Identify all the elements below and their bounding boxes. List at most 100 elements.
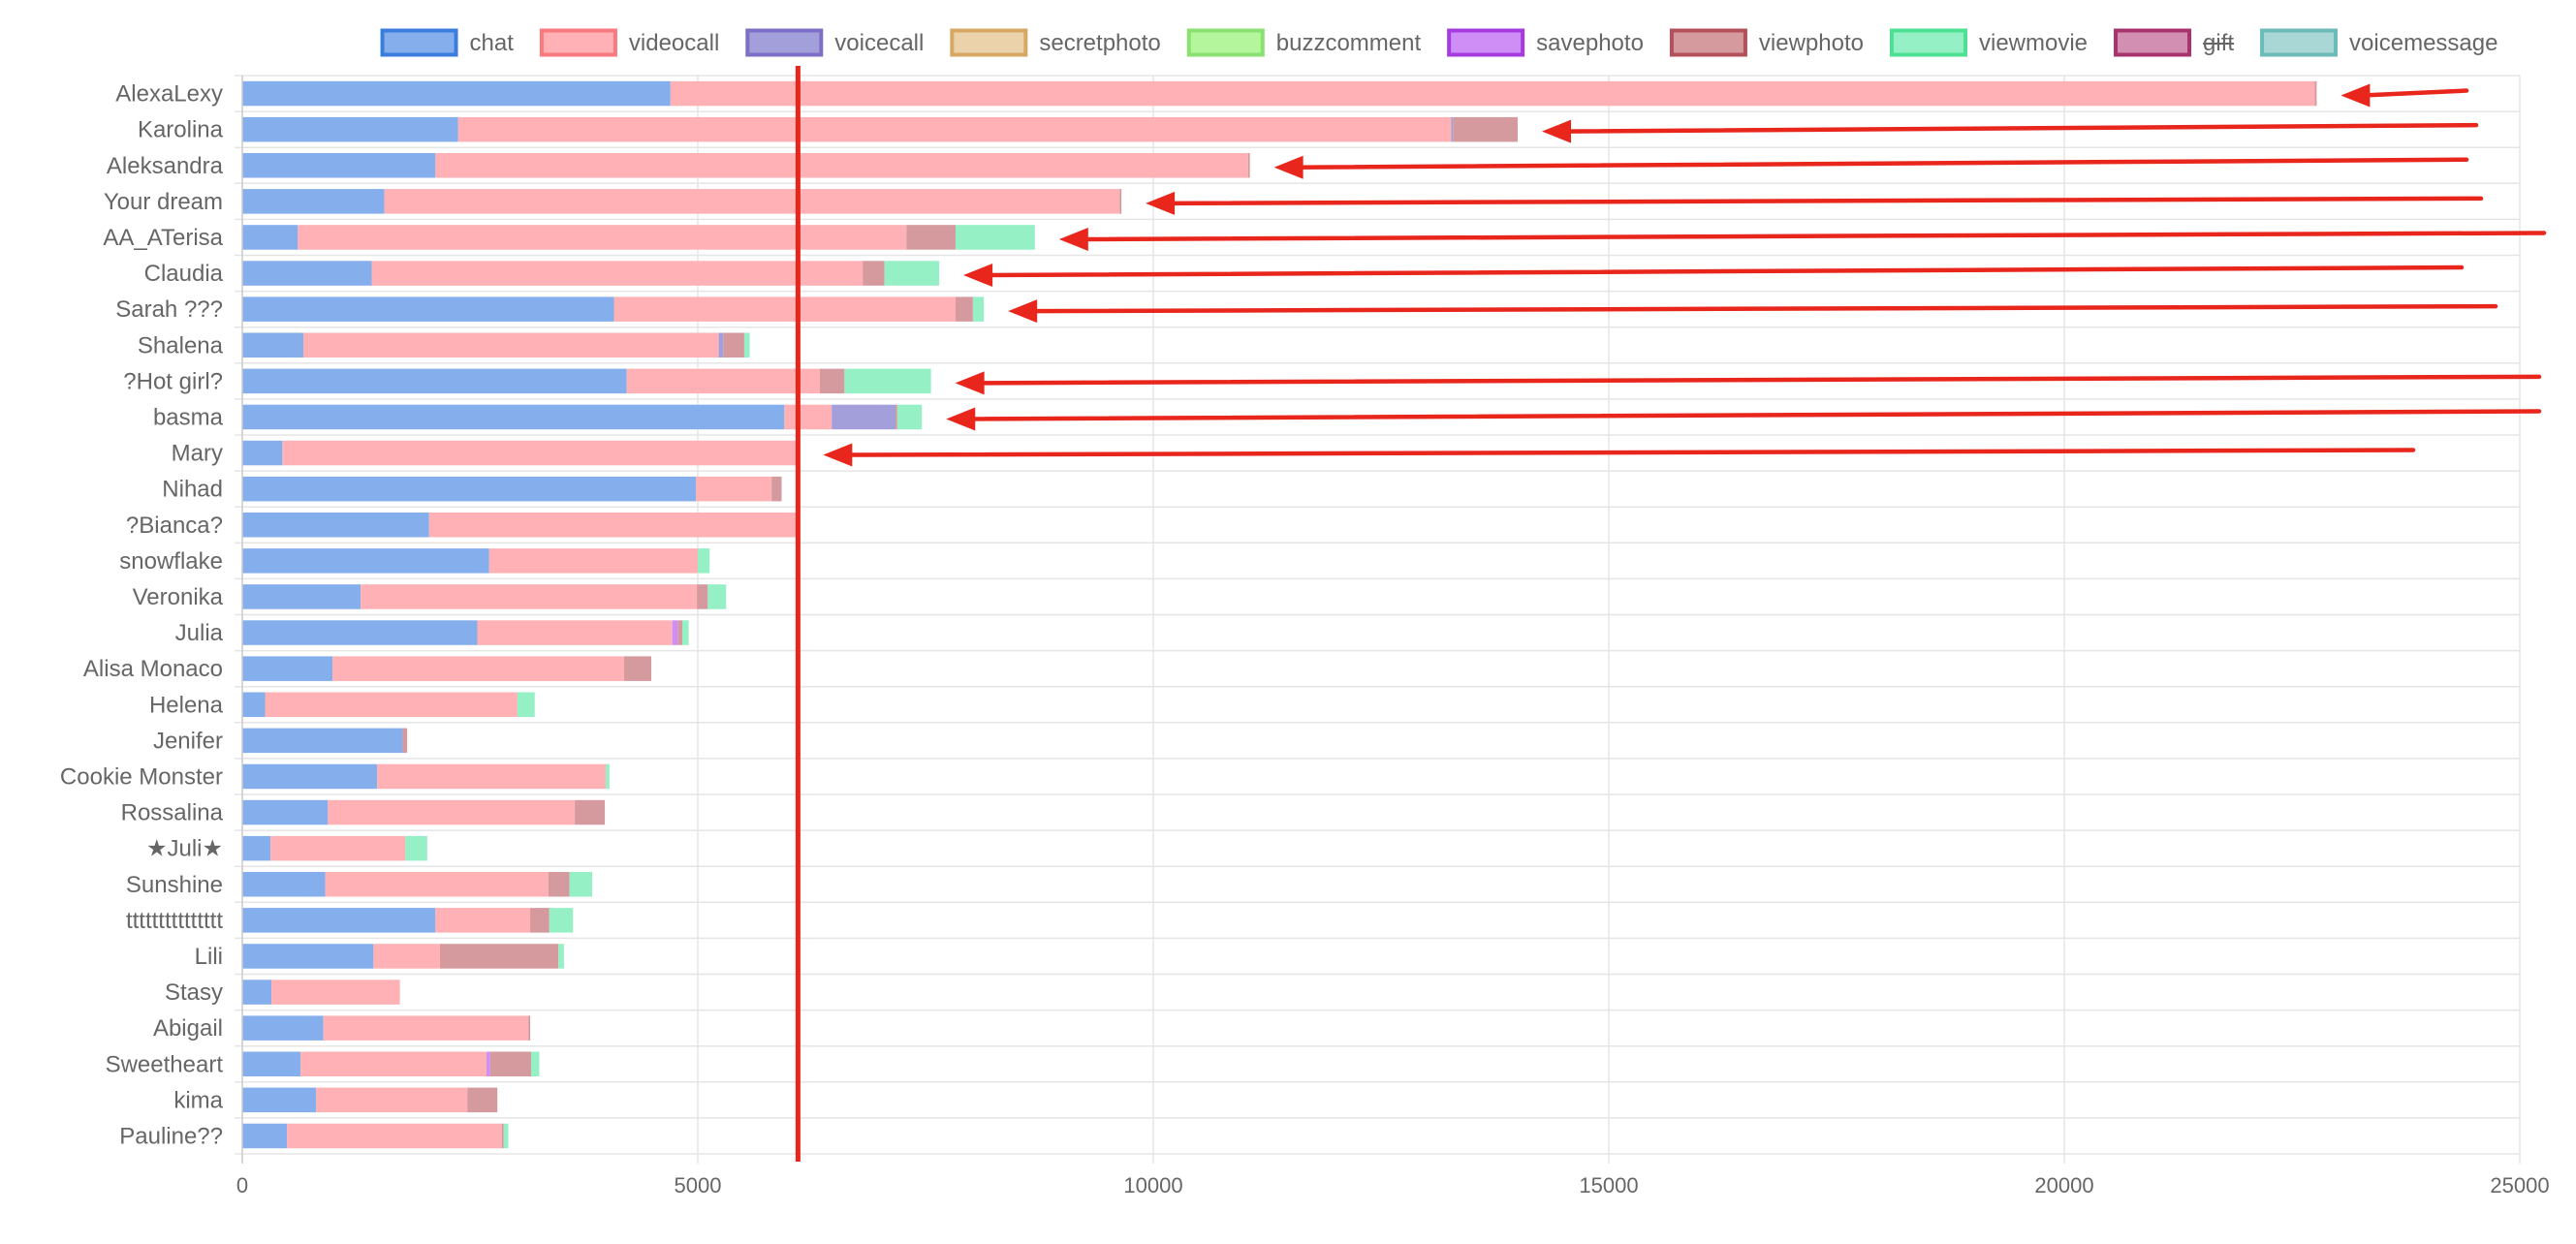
bar-segment-videocall[interactable] bbox=[323, 1015, 529, 1041]
bar-segment-voicecall[interactable] bbox=[1451, 116, 1454, 142]
legend-item-voicecall[interactable]: voicecall bbox=[745, 28, 924, 57]
bar-segment-videocall[interactable] bbox=[435, 153, 1248, 178]
bar-segment-videocall[interactable] bbox=[302, 332, 719, 358]
bar-segment-viewphoto[interactable] bbox=[575, 799, 606, 825]
bar-segment-videocall[interactable] bbox=[373, 944, 440, 969]
bar-segment-videocall[interactable] bbox=[488, 548, 698, 574]
bar-segment-videocall[interactable] bbox=[457, 116, 1452, 142]
bar-segment-videocall[interactable] bbox=[435, 908, 531, 933]
bar-segment-viewmovie[interactable] bbox=[558, 944, 564, 969]
legend-item-voicemessage[interactable]: voicemessage bbox=[2260, 28, 2497, 57]
bar-segment-viewphoto[interactable] bbox=[956, 296, 973, 322]
legend-item-gift[interactable]: gift bbox=[2114, 28, 2234, 57]
bar-segment-chat[interactable] bbox=[242, 513, 429, 538]
bar-segment-viewphoto[interactable] bbox=[895, 404, 897, 430]
legend-item-secretphoto[interactable]: secretphoto bbox=[950, 28, 1161, 57]
bar-segment-chat[interactable] bbox=[242, 332, 303, 358]
bar-segment-viewmovie[interactable] bbox=[972, 296, 985, 322]
bar-segment-chat[interactable] bbox=[242, 620, 478, 645]
bar-segment-viewmovie[interactable] bbox=[896, 404, 923, 430]
bar-segment-chat[interactable] bbox=[242, 548, 489, 574]
bar-segment-chat[interactable] bbox=[242, 799, 329, 825]
bar-segment-viewphoto[interactable] bbox=[2314, 80, 2317, 107]
bar-segment-chat[interactable] bbox=[242, 368, 627, 394]
bar-segment-viewmovie[interactable] bbox=[530, 1051, 540, 1077]
bar-segment-chat[interactable] bbox=[242, 116, 458, 142]
bar-segment-viewphoto[interactable] bbox=[677, 620, 683, 645]
bar-segment-viewphoto[interactable] bbox=[863, 261, 885, 286]
bar-segment-videocall[interactable] bbox=[271, 980, 400, 1005]
bar-segment-viewmovie[interactable] bbox=[844, 368, 931, 394]
bar-segment-voicecall[interactable] bbox=[718, 332, 724, 358]
bar-segment-chat[interactable] bbox=[242, 1087, 317, 1113]
bar-segment-chat[interactable] bbox=[242, 225, 298, 250]
bar-segment-videocall[interactable] bbox=[270, 835, 406, 861]
bar-segment-chat[interactable] bbox=[242, 1015, 324, 1041]
bar-segment-viewphoto[interactable] bbox=[402, 728, 408, 754]
bar-segment-viewmovie[interactable] bbox=[503, 1123, 509, 1149]
bar-segment-chat[interactable] bbox=[242, 1123, 288, 1149]
bar-segment-viewmovie[interactable] bbox=[698, 548, 710, 574]
bar-segment-videocall[interactable] bbox=[626, 368, 820, 394]
bar-segment-chat[interactable] bbox=[242, 189, 385, 214]
bar-segment-videocall[interactable] bbox=[428, 513, 797, 538]
legend-item-viewphoto[interactable]: viewphoto bbox=[1669, 28, 1864, 57]
bar-segment-videocall[interactable] bbox=[287, 1123, 502, 1149]
bar-segment-chat[interactable] bbox=[242, 80, 671, 107]
bar-segment-viewmovie[interactable] bbox=[682, 620, 689, 645]
bar-segment-chat[interactable] bbox=[242, 763, 378, 790]
legend-item-buzzcomment[interactable]: buzzcomment bbox=[1186, 28, 1422, 57]
bar-segment-videocall[interactable] bbox=[300, 1051, 487, 1077]
bar-segment-viewphoto[interactable] bbox=[819, 368, 845, 394]
bar-segment-voicecall[interactable] bbox=[832, 404, 895, 430]
bar-segment-chat[interactable] bbox=[242, 692, 266, 718]
bar-segment-chat[interactable] bbox=[242, 1051, 301, 1077]
bar-segment-videocall[interactable] bbox=[696, 476, 772, 502]
bar-segment-chat[interactable] bbox=[242, 728, 403, 754]
bar-segment-videocall[interactable] bbox=[298, 225, 907, 250]
bar-segment-chat[interactable] bbox=[242, 656, 333, 681]
bar-segment-chat[interactable] bbox=[242, 296, 614, 322]
bar-segment-chat[interactable] bbox=[242, 261, 372, 286]
bar-segment-chat[interactable] bbox=[242, 835, 271, 861]
bar-segment-savephoto[interactable] bbox=[486, 1051, 490, 1077]
bar-segment-viewphoto[interactable] bbox=[723, 332, 744, 358]
bar-segment-viewphoto[interactable] bbox=[1247, 153, 1250, 178]
bar-segment-videocall[interactable] bbox=[477, 620, 673, 645]
bar-segment-savephoto[interactable] bbox=[672, 620, 678, 645]
bar-segment-chat[interactable] bbox=[242, 908, 436, 933]
bar-segment-viewmovie[interactable] bbox=[569, 872, 592, 897]
bar-segment-videocall[interactable] bbox=[361, 584, 698, 609]
bar-segment-viewmovie[interactable] bbox=[707, 584, 727, 609]
legend-item-videocall[interactable]: videocall bbox=[539, 28, 719, 57]
bar-segment-viewphoto[interactable] bbox=[528, 1015, 531, 1041]
bar-segment-viewphoto[interactable] bbox=[1453, 116, 1518, 142]
bar-segment-chat[interactable] bbox=[242, 944, 374, 969]
bar-segment-videocall[interactable] bbox=[384, 189, 1120, 214]
legend-item-viewmovie[interactable]: viewmovie bbox=[1890, 28, 2088, 57]
bar-segment-viewphoto[interactable] bbox=[697, 584, 708, 609]
bar-segment-viewphoto[interactable] bbox=[467, 1087, 498, 1113]
bar-segment-viewphoto[interactable] bbox=[906, 225, 957, 250]
bar-segment-videocall[interactable] bbox=[377, 763, 607, 790]
bar-segment-videocall[interactable] bbox=[670, 80, 2315, 107]
bar-segment-chat[interactable] bbox=[242, 980, 272, 1005]
bar-segment-viewphoto[interactable] bbox=[1119, 189, 1122, 214]
bar-segment-chat[interactable] bbox=[242, 440, 283, 466]
bar-segment-viewmovie[interactable] bbox=[549, 908, 574, 933]
legend-item-savephoto[interactable]: savephoto bbox=[1447, 28, 1644, 57]
bar-segment-videocall[interactable] bbox=[282, 440, 800, 466]
bar-segment-viewphoto[interactable] bbox=[548, 872, 570, 897]
bar-segment-chat[interactable] bbox=[242, 584, 361, 609]
bar-segment-viewmovie[interactable] bbox=[743, 332, 750, 358]
bar-segment-viewmovie[interactable] bbox=[884, 261, 940, 286]
bar-segment-viewphoto[interactable] bbox=[771, 476, 782, 502]
bar-segment-videocall[interactable] bbox=[316, 1087, 468, 1113]
bar-segment-chat[interactable] bbox=[242, 153, 436, 178]
bar-segment-viewmovie[interactable] bbox=[956, 225, 1035, 250]
bar-segment-viewmovie[interactable] bbox=[405, 835, 427, 861]
bar-segment-viewphoto[interactable] bbox=[501, 1123, 504, 1149]
bar-segment-viewphoto[interactable] bbox=[623, 656, 652, 681]
bar-segment-viewmovie[interactable] bbox=[517, 692, 535, 718]
legend-item-chat[interactable]: chat bbox=[380, 28, 515, 57]
